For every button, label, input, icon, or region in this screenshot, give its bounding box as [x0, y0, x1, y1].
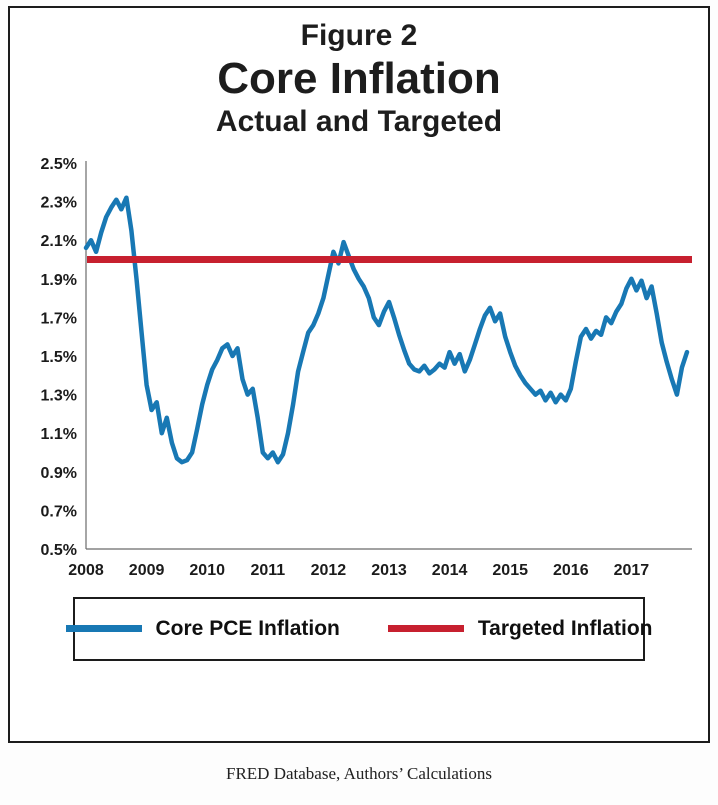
inflation-line-chart: 0.5% 0.7% 0.9% 1.1% 1.3% 1.5% 1.7% 1.9% 2.1% 2.3%…	[41, 156, 692, 579]
x-tick-label: 2010	[189, 562, 225, 579]
core-pce-line-swatch	[65, 625, 142, 633]
chart-title: Core Inflation	[217, 54, 501, 103]
chart-subtitle: Actual and Targeted	[215, 105, 503, 139]
legend-label-core-pce: Core PCE Inflation	[155, 616, 340, 640]
targeted-line-swatch	[387, 625, 464, 633]
y-tick-label: 1.3%	[41, 387, 77, 404]
legend-label-targeted: Targeted Inflation	[477, 616, 653, 640]
y-tick-label: 2.1%	[41, 233, 77, 250]
x-tick-label: 2012	[311, 562, 347, 579]
x-tick-label: 2016	[553, 562, 589, 579]
y-tick-label: 2.3%	[41, 194, 77, 211]
legend-item-core-pce: Core PCE Inflation	[65, 616, 340, 641]
y-tick-label: 1.7%	[41, 310, 77, 327]
x-tick-label: 2017	[614, 562, 650, 579]
x-tick-label: 2013	[371, 562, 407, 579]
y-tick-label: 0.9%	[41, 465, 77, 482]
legend-item-targeted: Targeted Inflation	[387, 616, 653, 641]
x-tick-label: 2008	[68, 562, 104, 579]
y-tick-label: 1.5%	[41, 349, 77, 366]
y-tick-label: 1.9%	[41, 272, 77, 289]
x-tick-label: 2011	[250, 562, 285, 579]
core-pce-inflation-line	[83, 195, 690, 465]
source-caption: FRED Database, Authors’ Calculations	[226, 764, 492, 783]
y-tick-label: 2.5%	[41, 156, 77, 173]
x-tick-label: 2009	[129, 562, 165, 579]
x-tick-label: 2014	[432, 562, 468, 579]
figure-box: Figure 2 Core Inflation Actual and Targe…	[8, 6, 710, 743]
y-tick-label: 1.1%	[41, 426, 77, 443]
y-tick-label: 0.7%	[41, 503, 77, 520]
figure-label: Figure 2	[300, 19, 418, 52]
x-tick-label: 2015	[492, 562, 528, 579]
y-tick-label: 0.5%	[41, 542, 77, 559]
legend: Core PCE Inflation Targeted Inflation	[65, 596, 653, 661]
